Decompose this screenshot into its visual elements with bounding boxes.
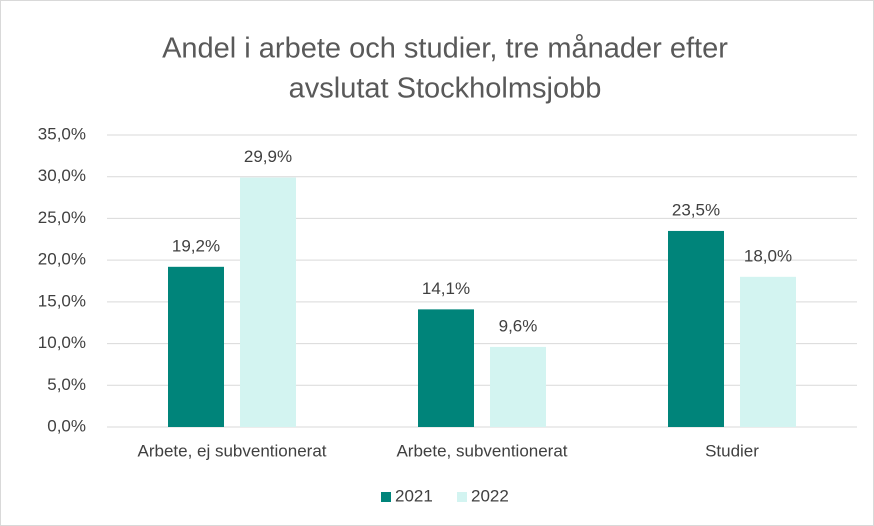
y-tick-label: 0,0% bbox=[47, 416, 86, 435]
legend-swatch bbox=[381, 492, 391, 502]
bar bbox=[668, 230, 724, 427]
x-tick-label: Arbete, subventionerat bbox=[396, 441, 567, 460]
y-tick-label: 30,0% bbox=[38, 166, 86, 185]
y-tick-label: 35,0% bbox=[38, 124, 86, 143]
bar bbox=[418, 309, 474, 427]
data-label: 19,2% bbox=[172, 236, 220, 255]
data-label: 14,1% bbox=[422, 279, 470, 298]
bar bbox=[490, 346, 546, 427]
data-label: 9,6% bbox=[499, 316, 538, 335]
legend-label: 2021 bbox=[395, 486, 433, 505]
x-tick-label: Studier bbox=[705, 441, 759, 460]
bar bbox=[740, 276, 796, 427]
legend-swatch bbox=[457, 492, 467, 502]
bar bbox=[240, 177, 296, 427]
y-tick-label: 15,0% bbox=[38, 291, 86, 310]
chart-title: Andel i arbete och studier, tre månader … bbox=[162, 33, 728, 65]
chart-title: avslutat Stockholmsjobb bbox=[289, 73, 602, 105]
x-tick-label: Arbete, ej subventionerat bbox=[137, 441, 326, 460]
data-label: 23,5% bbox=[672, 200, 720, 219]
bar bbox=[168, 266, 224, 427]
data-label: 29,9% bbox=[244, 147, 292, 166]
data-label: 18,0% bbox=[744, 246, 792, 265]
y-tick-label: 25,0% bbox=[38, 208, 86, 227]
y-tick-label: 20,0% bbox=[38, 250, 86, 269]
legend-label: 2022 bbox=[471, 486, 509, 505]
y-tick-label: 5,0% bbox=[47, 375, 86, 394]
y-tick-label: 10,0% bbox=[38, 333, 86, 352]
